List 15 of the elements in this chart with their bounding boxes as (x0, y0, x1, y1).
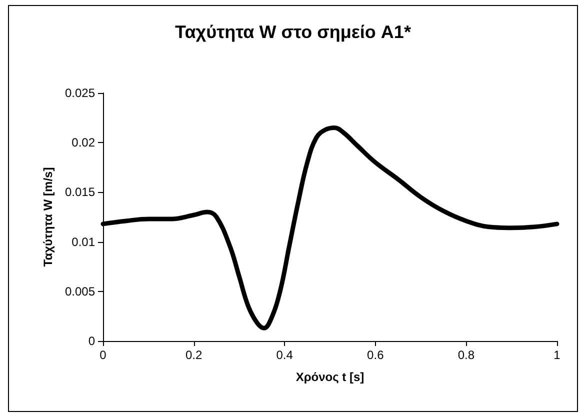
x-tick-label: 0.6 (367, 348, 384, 362)
x-tick-label: 0.4 (276, 348, 294, 362)
y-tick-label: 0 (88, 334, 96, 348)
y-tick-label: 0.01 (72, 234, 96, 249)
x-tick-label: 0.8 (458, 348, 475, 362)
y-tick-label: 0.005 (64, 284, 96, 298)
y-tick-label: 0.025 (64, 86, 96, 100)
y-axis-title: Ταχύτητα W [m/s] (41, 167, 56, 267)
x-tick-label: 1 (554, 348, 561, 362)
chart-title: Ταχύτητα W στο σημείο A1* (175, 22, 411, 42)
x-tick-label: 0 (100, 348, 107, 362)
y-tick-label: 0.02 (72, 136, 96, 150)
y-tick-label: 0.015 (64, 185, 96, 200)
x-tick-label: 0.2 (185, 348, 202, 362)
x-axis-title: Χρόνος t [s] (296, 370, 364, 384)
